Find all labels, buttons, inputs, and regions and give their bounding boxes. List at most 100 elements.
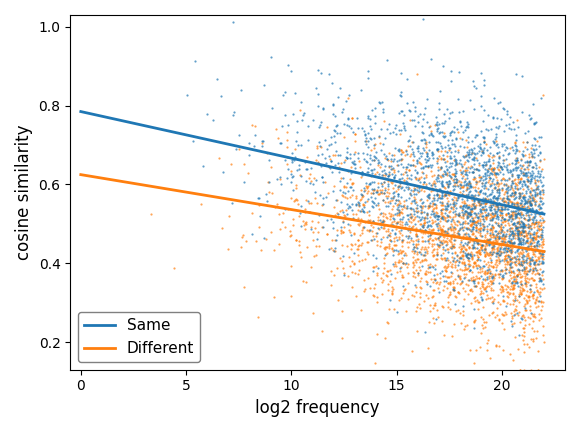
Point	[522, 299, 531, 305]
Point	[502, 247, 511, 254]
Point	[424, 237, 433, 244]
Point	[490, 233, 499, 240]
Point	[507, 230, 516, 237]
Point	[383, 268, 393, 275]
Point	[394, 234, 404, 241]
Point	[470, 316, 480, 323]
Point	[519, 223, 528, 230]
Point	[498, 219, 507, 226]
Point	[441, 214, 450, 221]
Point	[313, 200, 322, 207]
Point	[467, 206, 476, 213]
Point	[502, 256, 511, 263]
Point	[494, 154, 503, 161]
Point	[411, 225, 420, 232]
Point	[476, 264, 485, 270]
Point	[507, 199, 516, 206]
Point	[376, 189, 385, 196]
Point	[447, 231, 456, 238]
Point	[496, 216, 506, 223]
Point	[490, 210, 499, 216]
Point	[481, 213, 491, 220]
Point	[490, 169, 499, 176]
Point	[388, 261, 397, 268]
Point	[459, 308, 468, 315]
Point	[387, 171, 397, 178]
Point	[474, 197, 483, 204]
Point	[498, 232, 507, 239]
Point	[522, 297, 531, 304]
Point	[465, 189, 474, 196]
Point	[429, 245, 438, 252]
Point	[310, 195, 320, 202]
Point	[508, 215, 517, 222]
Point	[467, 288, 476, 295]
Point	[437, 211, 446, 218]
Point	[414, 248, 423, 255]
Point	[505, 238, 514, 245]
Point	[469, 283, 478, 289]
Point	[396, 146, 405, 153]
Point	[526, 222, 535, 229]
Point	[510, 188, 519, 195]
Point	[381, 214, 390, 221]
Point	[358, 223, 367, 230]
Point	[451, 166, 460, 173]
Point	[463, 158, 473, 165]
Point	[358, 201, 368, 208]
Point	[481, 162, 490, 169]
Point	[316, 121, 325, 128]
Point	[483, 267, 492, 274]
Point	[483, 227, 492, 234]
Point	[395, 199, 404, 206]
Point	[332, 209, 342, 216]
Point	[503, 260, 512, 267]
Point	[417, 209, 426, 216]
Point	[271, 125, 280, 132]
Point	[447, 174, 456, 181]
Point	[339, 271, 349, 278]
Point	[516, 289, 525, 296]
Point	[404, 107, 414, 114]
Point	[538, 238, 548, 245]
Point	[469, 325, 478, 332]
Point	[503, 288, 513, 295]
Point	[480, 138, 489, 145]
Point	[411, 307, 420, 314]
Point	[520, 245, 530, 251]
Point	[539, 189, 548, 196]
Point	[447, 155, 456, 162]
Point	[450, 224, 459, 231]
Point	[492, 214, 501, 221]
Point	[396, 146, 405, 153]
Point	[465, 222, 474, 229]
Point	[437, 318, 447, 324]
Point	[462, 186, 471, 193]
Point	[524, 321, 533, 327]
Point	[494, 200, 503, 206]
Point	[464, 210, 473, 216]
Point	[427, 162, 437, 168]
Point	[469, 201, 478, 208]
Point	[469, 274, 478, 281]
Point	[367, 173, 376, 180]
Point	[480, 276, 490, 283]
Point	[436, 238, 445, 245]
Point	[322, 124, 332, 131]
Point	[350, 240, 360, 247]
Point	[536, 231, 546, 238]
Point	[448, 215, 457, 222]
Point	[412, 201, 422, 208]
Point	[504, 216, 513, 223]
Point	[354, 258, 363, 265]
Point	[327, 158, 336, 165]
Point	[483, 340, 492, 347]
Point	[466, 287, 475, 294]
Point	[438, 215, 447, 222]
Point	[454, 213, 463, 220]
Point	[505, 254, 514, 260]
Point	[525, 206, 534, 213]
Point	[340, 121, 349, 128]
Point	[446, 203, 455, 210]
Point	[521, 270, 531, 277]
